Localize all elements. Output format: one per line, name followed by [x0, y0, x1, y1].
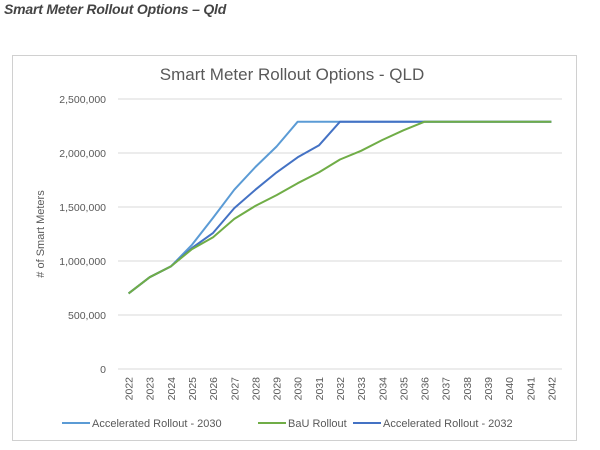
y-tick-label: 2,500,000 — [59, 94, 106, 106]
x-tick-label: 2040 — [504, 377, 516, 401]
legend-label: Accelerated Rollout - 2032 — [383, 418, 513, 430]
x-tick-label: 2036 — [420, 377, 432, 401]
x-tick-label: 2033 — [356, 377, 368, 401]
x-tick-label: 2041 — [525, 377, 537, 401]
x-tick-label: 2039 — [483, 377, 495, 401]
x-tick-label: 2037 — [441, 377, 453, 401]
legend-label: BaU Rollout — [288, 418, 347, 430]
x-tick-label: 2030 — [293, 377, 305, 401]
page-heading: Smart Meter Rollout Options – Qld — [4, 1, 227, 17]
x-tick-label: 2042 — [546, 377, 558, 401]
y-axis-label: # of Smart Meters — [35, 190, 47, 278]
x-tick-label: 2028 — [250, 377, 262, 401]
x-tick-label: 2022 — [124, 377, 136, 401]
series-line — [127, 120, 552, 295]
x-tick-label: 2038 — [462, 377, 474, 401]
y-tick-label: 1,000,000 — [59, 256, 106, 268]
y-tick-label: 500,000 — [68, 310, 106, 322]
x-tick-label: 2031 — [314, 377, 326, 401]
y-tick-label: 2,000,000 — [59, 148, 106, 160]
x-tick-label: 2027 — [229, 377, 241, 401]
x-tick-label: 2029 — [272, 377, 284, 401]
y-tick-label: 1,500,000 — [59, 202, 106, 214]
chart-frame — [12, 55, 577, 441]
x-tick-label: 2032 — [335, 377, 347, 401]
legend-label: Accelerated Rollout - 2030 — [92, 418, 222, 430]
chart-title: Smart Meter Rollout Options - QLD — [160, 65, 425, 84]
y-tick-label: 0 — [100, 364, 106, 376]
series-line — [127, 120, 552, 295]
series-line — [127, 120, 552, 295]
x-tick-label: 2023 — [145, 377, 157, 401]
x-tick-label: 2025 — [187, 377, 199, 401]
x-tick-label: 2026 — [208, 377, 220, 401]
x-tick-label: 2024 — [166, 377, 178, 401]
x-tick-label: 2035 — [398, 377, 410, 401]
x-tick-label: 2034 — [377, 377, 389, 401]
